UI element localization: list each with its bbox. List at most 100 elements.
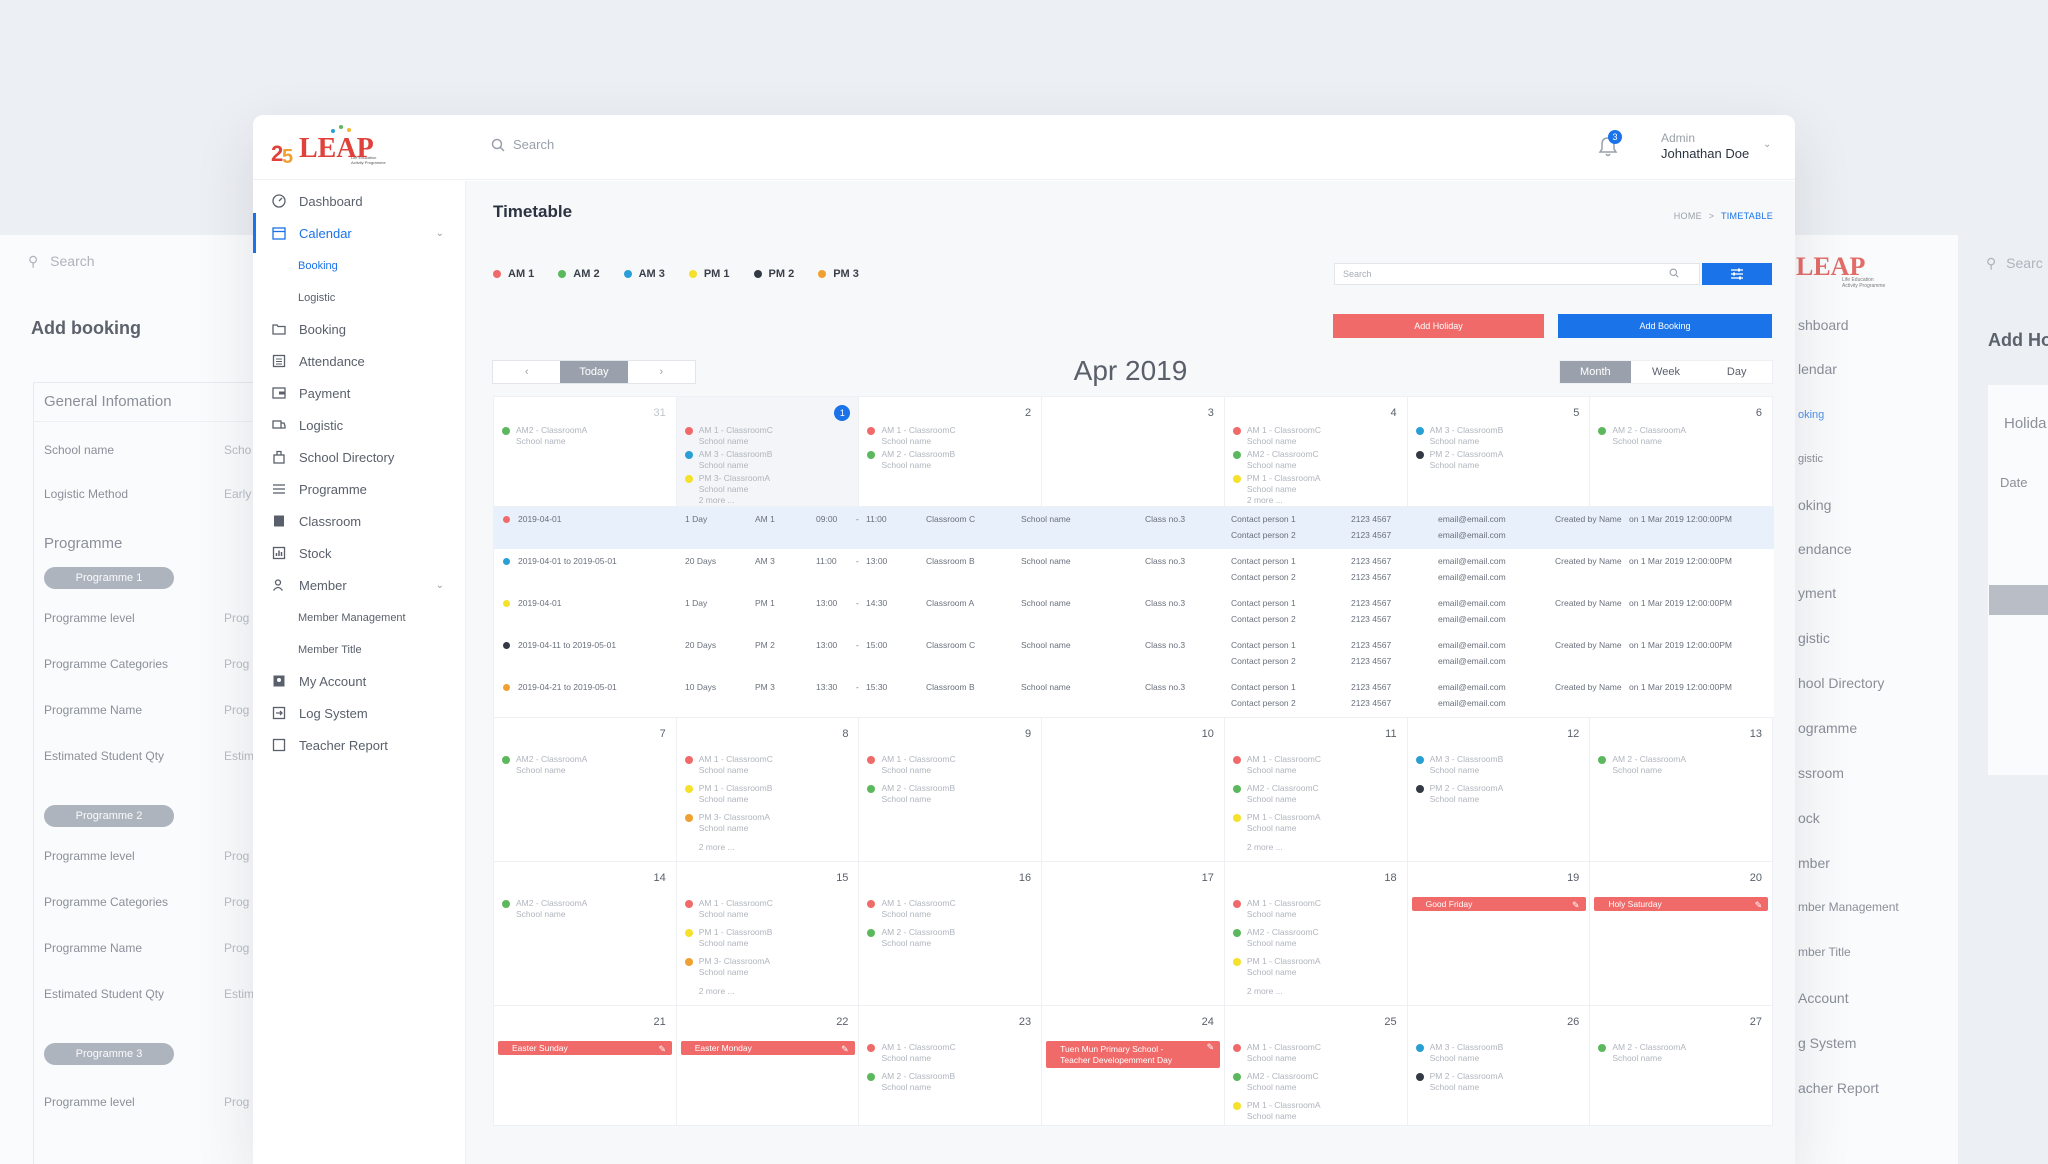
sidebar-item-payment[interactable]: Payment [253, 373, 466, 413]
calendar-event[interactable]: AM 3 - ClassroomB School name [684, 449, 772, 471]
calendar-event[interactable]: AM 3 - ClassroomB School name [1415, 1042, 1503, 1064]
calendar-day[interactable]: 21 Easter Sunday ✎ [494, 1006, 677, 1126]
sidebar-item-logistic[interactable]: Logistic [253, 405, 466, 445]
calendar-event[interactable]: AM 1 - ClassroomC School name [1232, 754, 1321, 776]
today-button[interactable]: Today [560, 361, 628, 383]
calendar-day[interactable]: 24 Tuen Mun Primary School - Teacher Dev… [1042, 1006, 1225, 1126]
next-month-button[interactable]: › [659, 366, 664, 378]
breadcrumb-home[interactable]: HOME [1673, 211, 1702, 221]
more-events-link[interactable]: 2 more ... [698, 986, 735, 996]
add-booking-button[interactable]: Add Booking [1558, 314, 1772, 338]
booking-row[interactable]: 2019-04-01 1 Day AM 1 09:00 - 11:00 Clas… [494, 507, 1774, 549]
calendar-event[interactable]: AM2 - ClassroomC School name [1232, 927, 1319, 949]
calendar-day[interactable]: 9 AM 1 - ClassroomC School name AM 2 - Cl… [859, 718, 1043, 862]
calendar-day[interactable]: 10 [1042, 718, 1225, 862]
prev-month-button[interactable]: ‹ [524, 366, 529, 378]
calendar-event[interactable]: PM 3- ClassroomA School name [684, 956, 770, 978]
calendar-event[interactable]: AM 2 - ClassroomB School name [867, 783, 955, 805]
booking-row[interactable]: 2019-04-11 to 2019-05-01 20 Days PM 2 13… [494, 633, 1774, 675]
calendar-day[interactable]: 19 Good Friday ✎ [1407, 862, 1591, 1006]
sidebar-item-classroom[interactable]: Classroom [253, 501, 466, 541]
chevron-down-icon[interactable]: ⌄ [1763, 139, 1772, 150]
sidebar-item-member[interactable]: Member ⌄ [253, 565, 466, 605]
calendar-event[interactable]: PM 1 - ClassroomA School name [1232, 1100, 1321, 1122]
sidebar-item-log-system[interactable]: Log System [253, 693, 466, 733]
calendar-event[interactable]: AM 1 - ClassroomC School name [684, 898, 773, 920]
sidebar-subitem-logistic[interactable]: Logistic [298, 292, 336, 304]
calendar-day[interactable]: 20 Holy Saturday ✎ [1590, 862, 1774, 1006]
calendar-day[interactable]: 25 AM 1 - ClassroomC School name AM2 - Cl… [1224, 1006, 1408, 1126]
calendar-event[interactable]: AM 2 - ClassroomA School name [1598, 425, 1686, 447]
calendar-event[interactable]: AM2 - ClassroomC School name [1232, 783, 1319, 805]
calendar-day[interactable]: 26 AM 3 - ClassroomB School name PM 2 - C… [1407, 1006, 1591, 1126]
calendar-day[interactable]: 18 AM 1 - ClassroomC School name AM2 - Cl… [1224, 862, 1408, 1006]
sidebar-subitem-member-management[interactable]: Member Management [298, 612, 406, 624]
calendar-event[interactable]: PM 1 - ClassroomB School name [684, 927, 772, 949]
search-input[interactable]: Search [513, 137, 555, 152]
calendar-event[interactable]: PM 2 - ClassroomA School name [1415, 783, 1503, 805]
holiday-bar[interactable]: Easter Sunday ✎ [498, 1041, 672, 1055]
pencil-icon[interactable]: ✎ [1754, 900, 1763, 910]
calendar-day[interactable]: 17 [1042, 862, 1225, 1006]
sidebar-item-attendance[interactable]: Attendance [253, 341, 466, 381]
calendar-day[interactable]: 11 AM 1 - ClassroomC School name AM2 - Cl… [1224, 718, 1408, 862]
calendar-event[interactable]: PM 1 - ClassroomA School name [1232, 812, 1321, 834]
calendar-event[interactable]: AM 2 - ClassroomB School name [867, 1071, 955, 1093]
calendar-event[interactable]: AM 2 - ClassroomB School name [867, 927, 955, 949]
calendar-day[interactable]: 23 AM 1 - ClassroomC School name AM 2 - C… [859, 1006, 1043, 1126]
calendar-day[interactable]: 12 AM 3 - ClassroomB School name PM 2 - C… [1407, 718, 1591, 862]
pencil-icon[interactable]: ✎ [1206, 1042, 1215, 1052]
calendar-day[interactable]: 27 AM 2 - ClassroomA School name [1590, 1006, 1774, 1126]
holiday-bar[interactable]: Tuen Mun Primary School - Teacher Develo… [1046, 1041, 1221, 1068]
calendar-day[interactable]: 2 AM 1 - ClassroomC School name AM 2 - Cl… [859, 397, 1043, 507]
calendar-event[interactable]: AM 1 - ClassroomC School name [867, 898, 956, 920]
calendar-event[interactable]: AM 1 - ClassroomC School name [1232, 1042, 1321, 1064]
sidebar-subitem-member-title[interactable]: Member Title [298, 644, 362, 656]
calendar-day[interactable]: 1 AM 1 - ClassroomC School name AM 3 - Cl… [676, 397, 860, 507]
more-events-link[interactable]: 2 more ... [1246, 986, 1283, 996]
filter-button[interactable] [1702, 263, 1772, 285]
calendar-event[interactable]: AM 2 - ClassroomA School name [1598, 754, 1686, 776]
booking-row[interactable]: 2019-04-21 to 2019-05-01 10 Days PM 3 13… [494, 675, 1774, 717]
calendar-event[interactable]: AM2 - ClassroomA School name [502, 754, 587, 776]
calendar-event[interactable]: AM 2 - ClassroomB School name [867, 449, 955, 471]
more-events-link[interactable]: 2 more ... [698, 842, 735, 852]
calendar-day[interactable]: 13 AM 2 - ClassroomA School name [1590, 718, 1774, 862]
add-holiday-button[interactable]: Add Holiday [1333, 314, 1544, 338]
calendar-day[interactable]: 15 AM 1 - ClassroomC School name PM 1 - C… [676, 862, 860, 1006]
pencil-icon[interactable]: ✎ [841, 1044, 849, 1054]
sidebar-item-school-directory[interactable]: School Directory [253, 437, 466, 477]
holiday-bar[interactable]: Holy Saturday ✎ [1594, 897, 1769, 911]
calendar-event[interactable]: PM 2 - ClassroomA School name [1415, 449, 1503, 471]
calendar-event[interactable]: AM2 - ClassroomC School name [1232, 449, 1319, 471]
calendar-event[interactable]: PM 1 - ClassroomB School name [684, 783, 772, 805]
view-day-button[interactable]: Day [1726, 366, 1747, 378]
calendar-event[interactable]: AM 1 - ClassroomC School name [684, 425, 773, 447]
holiday-bar[interactable]: Good Friday ✎ [1411, 897, 1586, 911]
pencil-icon[interactable]: ✎ [658, 1044, 666, 1054]
calendar-day[interactable]: 5 AM 3 - ClassroomB School name PM 2 - Cl… [1407, 397, 1591, 507]
calendar-event[interactable]: AM 1 - ClassroomC School name [1232, 898, 1321, 920]
more-events-link[interactable]: 2 more ... [1246, 495, 1283, 505]
calendar-event[interactable]: AM2 - ClassroomC School name [1232, 1071, 1319, 1093]
pencil-icon[interactable]: ✎ [1572, 900, 1580, 910]
sidebar-item-booking[interactable]: Booking [253, 309, 466, 349]
calendar-day[interactable]: 3 [1042, 397, 1225, 507]
calendar-event[interactable]: AM2 - ClassroomA School name [502, 898, 587, 920]
calendar-event[interactable]: PM 1 - ClassroomA School name [1232, 473, 1321, 495]
calendar-day[interactable]: 8 AM 1 - ClassroomC School name PM 1 - Cl… [676, 718, 860, 862]
sidebar-subitem-booking[interactable]: Booking [298, 260, 338, 272]
calendar-day[interactable]: 31 AM2 - ClassroomA School name [494, 397, 677, 507]
sidebar-item-programme[interactable]: Programme [253, 469, 466, 509]
more-events-link[interactable]: 2 more ... [698, 495, 735, 505]
sidebar-item-teacher-report[interactable]: Teacher Report [253, 725, 466, 765]
calendar-day[interactable]: 6 AM 2 - ClassroomA School name [1590, 397, 1774, 507]
view-week-button[interactable]: Week [1652, 366, 1680, 378]
sidebar-item-calendar[interactable]: Calendar ⌄ [253, 213, 466, 253]
calendar-day[interactable]: 14 AM2 - ClassroomA School name [494, 862, 677, 1006]
calendar-event[interactable]: AM2 - ClassroomA School name [502, 425, 587, 447]
calendar-day[interactable]: 22 Easter Monday ✎ [676, 1006, 860, 1126]
calendar-event[interactable]: AM 3 - ClassroomB School name [1415, 425, 1503, 447]
calendar-event[interactable]: PM 3- ClassroomA School name [684, 473, 770, 495]
calendar-day[interactable]: 4 AM 1 - ClassroomC School name AM2 - Cla… [1224, 397, 1408, 507]
